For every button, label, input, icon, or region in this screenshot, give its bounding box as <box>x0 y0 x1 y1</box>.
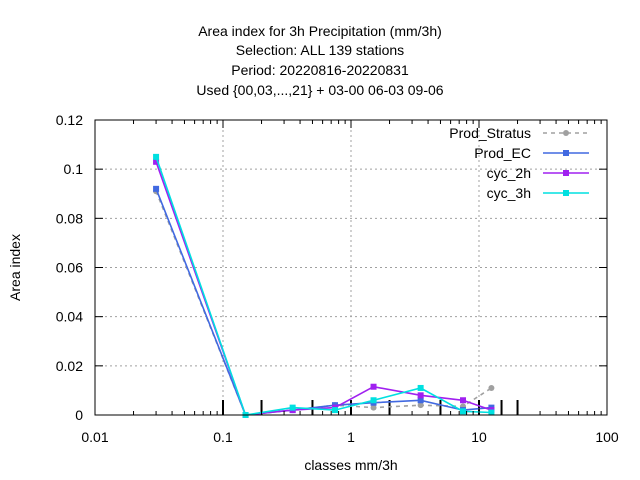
chart-subtitle-period: Period: 20220816-20220831 <box>231 62 409 78</box>
data-point <box>417 392 424 399</box>
x-tick-label: 100 <box>595 429 619 445</box>
legend-label: Prod_Stratus <box>449 125 531 141</box>
legend: Prod_Stratus Prod_EC cyc_2h cyc_3h <box>449 125 589 201</box>
data-point <box>370 404 377 411</box>
data-point <box>417 384 424 391</box>
data-point <box>488 409 495 416</box>
legend-label: cyc_2h <box>487 165 531 181</box>
y-tick-label: 0.08 <box>56 210 83 226</box>
chart-subtitle-used: Used {00,03,...,21} + 03-00 06-03 09-06 <box>196 82 444 98</box>
y-tick-label: 0.1 <box>64 161 84 177</box>
x-tick-label: 0.1 <box>213 429 233 445</box>
data-point <box>153 158 160 165</box>
data-point <box>370 397 377 404</box>
data-point <box>289 404 296 411</box>
data-point <box>370 383 377 390</box>
series-line-cyc-3h <box>155 156 492 416</box>
grid-layer <box>95 120 607 415</box>
legend-marker <box>563 130 569 136</box>
legend-marker <box>563 170 569 176</box>
data-point <box>417 402 424 409</box>
data-point <box>153 185 160 192</box>
x-tick-label: 10 <box>471 429 487 445</box>
y-tick-label: 0.02 <box>56 358 83 374</box>
series-line-cyc-2h <box>155 161 492 416</box>
y-tick-label: 0.04 <box>56 309 83 325</box>
legend-label: cyc_3h <box>487 185 531 201</box>
x-axis-label: classes mm/3h <box>304 457 397 473</box>
series-layer <box>153 153 495 418</box>
legend-marker <box>563 190 569 196</box>
y-tick-label: 0 <box>75 407 83 423</box>
y-axis-label: Area index <box>7 234 23 301</box>
data-point <box>488 384 495 391</box>
legend-marker <box>563 150 569 156</box>
data-point <box>460 408 467 415</box>
data-point <box>153 153 160 160</box>
chart-title: Area index for 3h Precipitation (mm/3h) <box>198 23 442 39</box>
x-tick-label: 0.01 <box>81 429 108 445</box>
legend-label: Prod_EC <box>474 145 531 161</box>
x-tick-label: 1 <box>347 429 355 445</box>
data-point <box>332 407 339 414</box>
y-tick-label: 0.12 <box>56 112 83 128</box>
chart-subtitle-selection: Selection: ALL 139 stations <box>235 42 405 58</box>
y-tick-label: 0.06 <box>56 260 83 276</box>
data-point <box>417 397 424 404</box>
data-point <box>460 397 467 404</box>
axis-layer: 0 0.02 0.04 0.06 0.08 0.1 0.12 0.01 0.1 1 10 100 <box>56 112 619 445</box>
